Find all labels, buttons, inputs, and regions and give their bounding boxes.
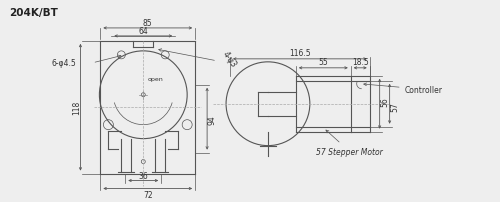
Text: 4-ψ3: 4-ψ3 bbox=[221, 50, 238, 69]
Text: 56: 56 bbox=[380, 96, 389, 106]
Text: 118: 118 bbox=[72, 101, 81, 115]
Text: 204K/BT: 204K/BT bbox=[8, 8, 58, 18]
Text: 57: 57 bbox=[390, 101, 399, 111]
Text: 57 Stepper Motor: 57 Stepper Motor bbox=[316, 130, 382, 156]
Text: 64: 64 bbox=[138, 27, 148, 36]
Text: 116.5: 116.5 bbox=[289, 49, 310, 58]
Text: 18.5: 18.5 bbox=[352, 58, 368, 66]
Text: 36: 36 bbox=[138, 171, 148, 180]
Text: open: open bbox=[148, 77, 163, 82]
Text: 6-φ4.5: 6-φ4.5 bbox=[52, 59, 76, 68]
Text: 85: 85 bbox=[143, 19, 152, 28]
Text: 94: 94 bbox=[208, 114, 216, 124]
Text: 55: 55 bbox=[318, 58, 328, 66]
Text: 72: 72 bbox=[143, 190, 152, 200]
Text: Controller: Controller bbox=[364, 83, 442, 94]
